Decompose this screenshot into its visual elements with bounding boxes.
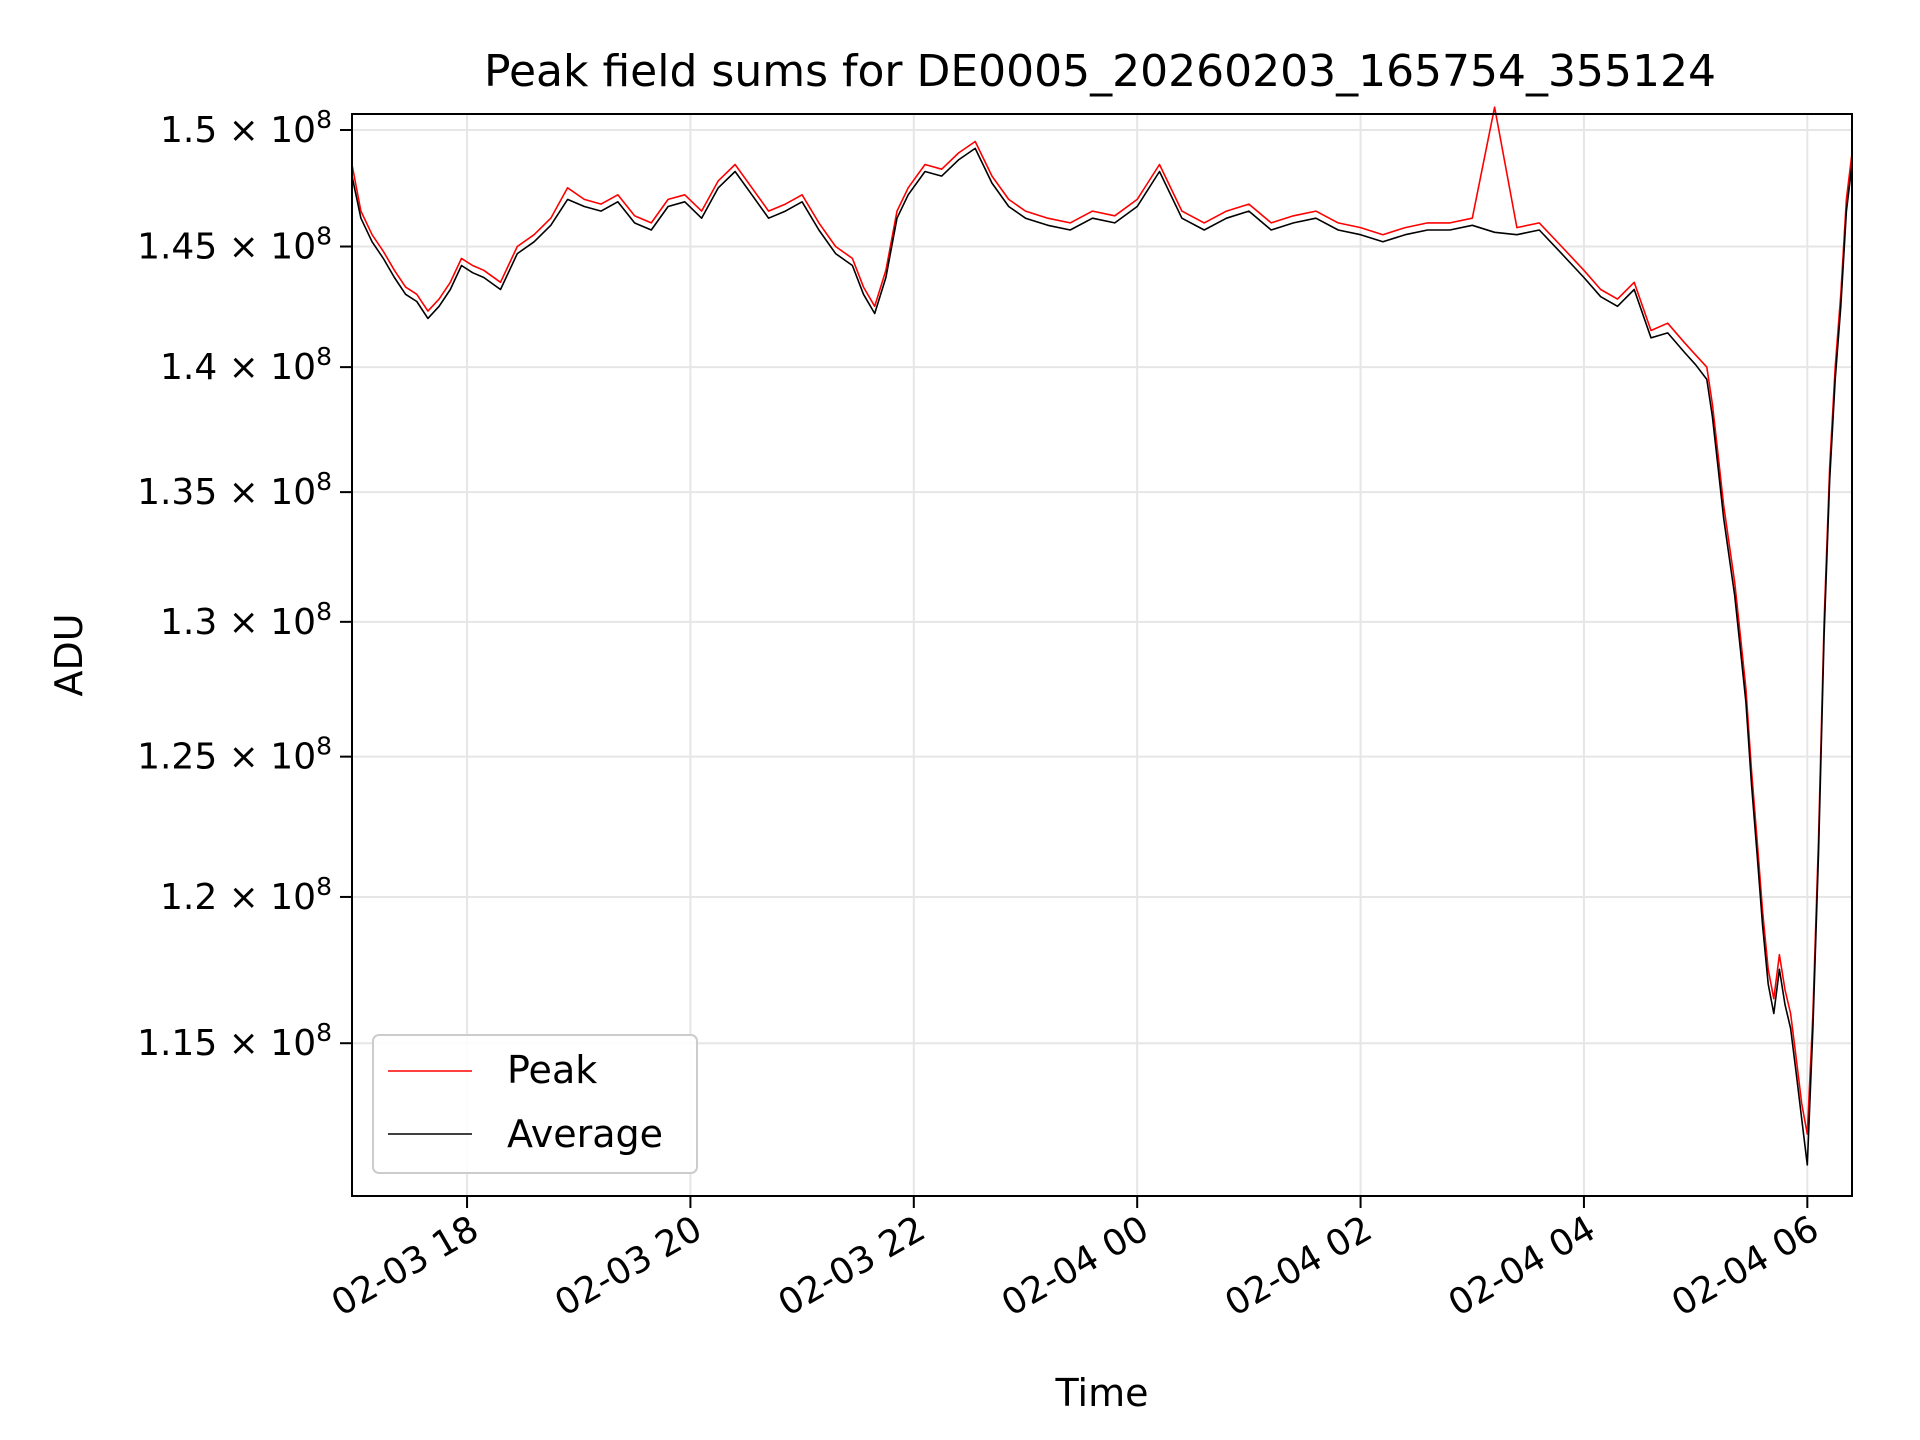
legend-label-average: Average xyxy=(507,1112,663,1156)
y-tick-label: 1.4 × 108 xyxy=(160,342,332,388)
grid xyxy=(352,114,1852,1196)
y-tick-label: 1.3 × 108 xyxy=(160,597,332,643)
legend-box xyxy=(372,1034,698,1174)
series-line-average xyxy=(351,147,1853,1166)
y-tick-label: 1.45 × 108 xyxy=(137,222,332,268)
series-line-peak xyxy=(351,106,1853,1135)
y-axis: 1.15 × 108 1.2 × 108 1.25 × 108 1.3 × 108 1.… xyxy=(137,105,352,1064)
y-axis-label: ADU xyxy=(47,613,91,696)
legend-label-peak: Peak xyxy=(507,1048,597,1092)
y-tick-label: 1.5 × 108 xyxy=(160,105,332,151)
y-tick-label: 1.25 × 108 xyxy=(137,732,332,778)
legend: Peak Average xyxy=(372,1034,698,1174)
y-tick-label: 1.35 × 108 xyxy=(137,467,332,513)
chart-title: Peak field sums for DE0005_20260203_1657… xyxy=(484,46,1716,97)
y-tick-label: 1.2 × 108 xyxy=(160,872,332,918)
y-tick-label: 1.15 × 108 xyxy=(137,1018,332,1064)
plot-frame xyxy=(351,113,1853,1197)
x-axis-label: Time xyxy=(1055,1371,1149,1415)
series-group xyxy=(351,106,1853,1166)
